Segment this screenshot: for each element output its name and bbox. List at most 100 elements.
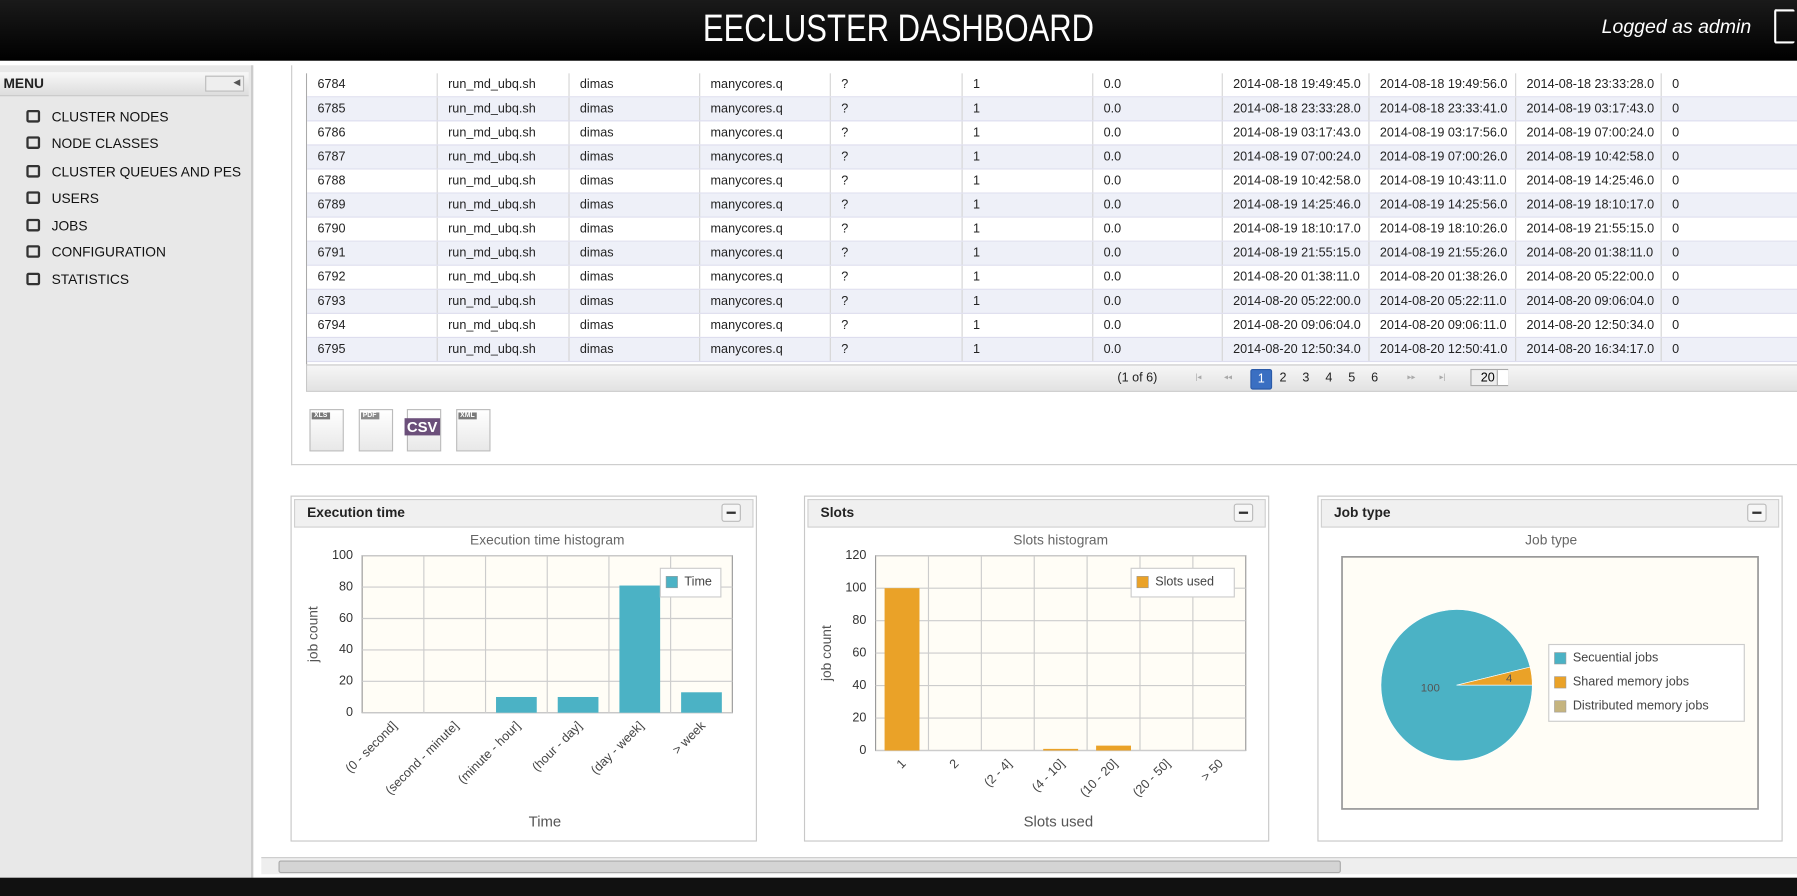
table-cell: run_md_ubq.sh	[436, 217, 569, 241]
page-link[interactable]: 3	[1302, 371, 1310, 385]
table-cell: 0	[1660, 193, 1797, 217]
table-cell: 2014-08-19 14:25:46.0	[1515, 169, 1661, 193]
table-cell: 2014-08-20 09:06:11.0	[1368, 313, 1515, 337]
table-cell: 0.0	[1092, 145, 1222, 169]
bar	[619, 585, 661, 713]
table-cell: manycores.q	[699, 265, 830, 289]
table-cell: 0	[1660, 313, 1797, 337]
table-cell: 0.0	[1092, 265, 1222, 289]
table-cell: 1	[961, 145, 1093, 169]
page-link[interactable]: 6	[1371, 371, 1379, 385]
table-cell: manycores.q	[699, 73, 830, 97]
legend-label: Secuential jobs	[1573, 651, 1658, 665]
table-cell: 0	[1660, 145, 1797, 169]
panel-header	[1320, 498, 1780, 528]
y-tick-label: 0	[859, 743, 866, 757]
table-cell: 2014-08-19 21:55:15.0	[1515, 217, 1661, 241]
menu-icon[interactable]	[26, 272, 41, 286]
menu-header: MENU ◀	[0, 72, 249, 97]
table-cell: ?	[829, 193, 962, 217]
table-row[interactable]: 6784 run_md_ubq.sh dimas manycores.q? 1 0.0 20…	[307, 73, 1797, 98]
table-cell: dimas	[568, 145, 699, 169]
table-cell: run_md_ubq.sh	[436, 289, 569, 313]
legend-swatch	[665, 576, 678, 589]
table-row[interactable]: 6790 run_md_ubq.sh dimas manycores.q? 1 0.0 20…	[307, 217, 1797, 242]
table-cell: 6787	[317, 150, 346, 164]
page-link[interactable]: 4	[1325, 371, 1333, 385]
table-row[interactable]: 6787 run_md_ubq.sh dimas manycores.q? 1 0.0 20…	[307, 145, 1797, 170]
table-cell: dimas	[568, 241, 699, 265]
page-link[interactable]: 1	[1250, 368, 1273, 390]
table-cell: 2014-08-18 23:33:41.0	[1368, 97, 1515, 121]
table-row[interactable]: 6795 run_md_ubq.sh dimas manycores.q? 1 0.0 20…	[307, 338, 1797, 363]
table-row[interactable]: 6794 run_md_ubq.sh dimas manycores.q? 1 0.0 20…	[307, 313, 1797, 339]
menu-item[interactable]: STATISTICS	[51, 271, 130, 288]
page-nav[interactable]: ▸▸	[1407, 373, 1416, 382]
chart-title: Slots histogram	[1013, 532, 1108, 547]
menu-icon[interactable]	[26, 245, 41, 258]
table-cell: ?	[829, 313, 962, 337]
table-cell: dimas	[568, 169, 699, 193]
page-nav[interactable]: ◂◂	[1223, 373, 1233, 382]
table-cell: dimas	[568, 338, 699, 361]
table-cell: ?	[829, 121, 962, 145]
menu-item[interactable]: NODE CLASSES	[51, 135, 159, 152]
table-cell: 6790	[317, 222, 346, 237]
table-row[interactable]: 6786 run_md_ubq.sh dimas manycores.q? 1 0.0 20…	[307, 121, 1797, 146]
table-cell: manycores.q	[699, 121, 830, 145]
y-tick-label: 80	[852, 613, 866, 627]
table-cell: 2014-08-20 01:38:26.0	[1368, 265, 1515, 289]
y-tick-label: 20	[852, 710, 866, 724]
table-cell: manycores.q	[699, 313, 830, 337]
table-row[interactable]: 6785 run_md_ubq.sh dimas manycores.q? 1 0.0 20…	[307, 97, 1797, 122]
table-row[interactable]: 6788 run_md_ubq.sh dimas manycores.q? 1 0.0 20…	[307, 169, 1797, 194]
h-scrollbar[interactable]	[261, 857, 1797, 875]
table-cell: 2014-08-19 10:42:58.0	[1515, 145, 1661, 169]
menu-item[interactable]: USERS	[51, 190, 99, 207]
page-link[interactable]: 2	[1279, 371, 1287, 385]
menu-item[interactable]: CLUSTER NODES	[51, 108, 169, 125]
logout-icon[interactable]	[1774, 9, 1795, 44]
table-cell: 2014-08-20 16:34:17.0	[1515, 338, 1661, 361]
page-status: (1 of 6)	[1117, 371, 1158, 385]
scroll-thumb[interactable]	[278, 860, 1341, 874]
legend-box	[1548, 643, 1745, 722]
bar	[1043, 748, 1079, 751]
table-cell: manycores.q	[699, 169, 830, 193]
table-row[interactable]: 6789 run_md_ubq.sh dimas manycores.q? 1 0.0 20…	[307, 193, 1797, 218]
export-button[interactable]: XML	[455, 409, 490, 452]
export-button[interactable]: XLS	[309, 409, 344, 452]
table-cell: 2014-08-20 12:50:34.0	[1515, 313, 1661, 337]
table-cell: manycores.q	[699, 217, 830, 241]
table-cell: 2014-08-20 05:22:00.0	[1221, 289, 1369, 313]
menu-icon[interactable]	[26, 109, 41, 123]
table-row[interactable]: 6791 run_md_ubq.sh dimas manycores.q? 1 0.0 20…	[307, 241, 1797, 266]
table-cell: 2014-08-19 21:55:15.0	[1221, 241, 1369, 265]
header: EECLUSTER DASHBOARD Logged as admin	[0, 0, 1797, 61]
menu-icon[interactable]	[26, 218, 41, 232]
table-cell: 2014-08-18 19:49:56.0	[1368, 73, 1515, 97]
table-cell: 0.0	[1092, 217, 1222, 241]
table-cell: run_md_ubq.sh	[436, 313, 569, 337]
menu-item[interactable]: JOBS	[51, 217, 88, 234]
menu-item[interactable]: CLUSTER QUEUES AND PES	[51, 163, 242, 180]
menu-icon[interactable]	[26, 164, 41, 178]
page-nav[interactable]: |◂	[1195, 373, 1202, 382]
table-row[interactable]: 6793 run_md_ubq.sh dimas manycores.q? 1 0.0 20…	[307, 289, 1797, 314]
menu-icon[interactable]	[26, 191, 41, 204]
table-cell: 2014-08-19 10:42:58.0	[1221, 169, 1369, 193]
page-nav[interactable]: ▸|	[1439, 373, 1446, 382]
menu-icon[interactable]	[26, 136, 41, 149]
export-button[interactable]: CSV	[404, 409, 442, 452]
legend-label: Time	[684, 574, 712, 588]
table-cell: dimas	[568, 73, 699, 97]
collapse-button[interactable]: ◀	[205, 75, 245, 92]
table-cell: ?	[829, 265, 962, 289]
x-axis-label: Slots used	[1024, 815, 1093, 831]
page-size-arrow[interactable]	[1496, 370, 1509, 385]
page-link[interactable]: 5	[1348, 371, 1356, 385]
export-button[interactable]: PDF	[358, 409, 393, 452]
menu-item[interactable]: CONFIGURATION	[51, 244, 166, 261]
table-row[interactable]: 6792 run_md_ubq.sh dimas manycores.q? 1 0.0 20…	[307, 265, 1797, 290]
